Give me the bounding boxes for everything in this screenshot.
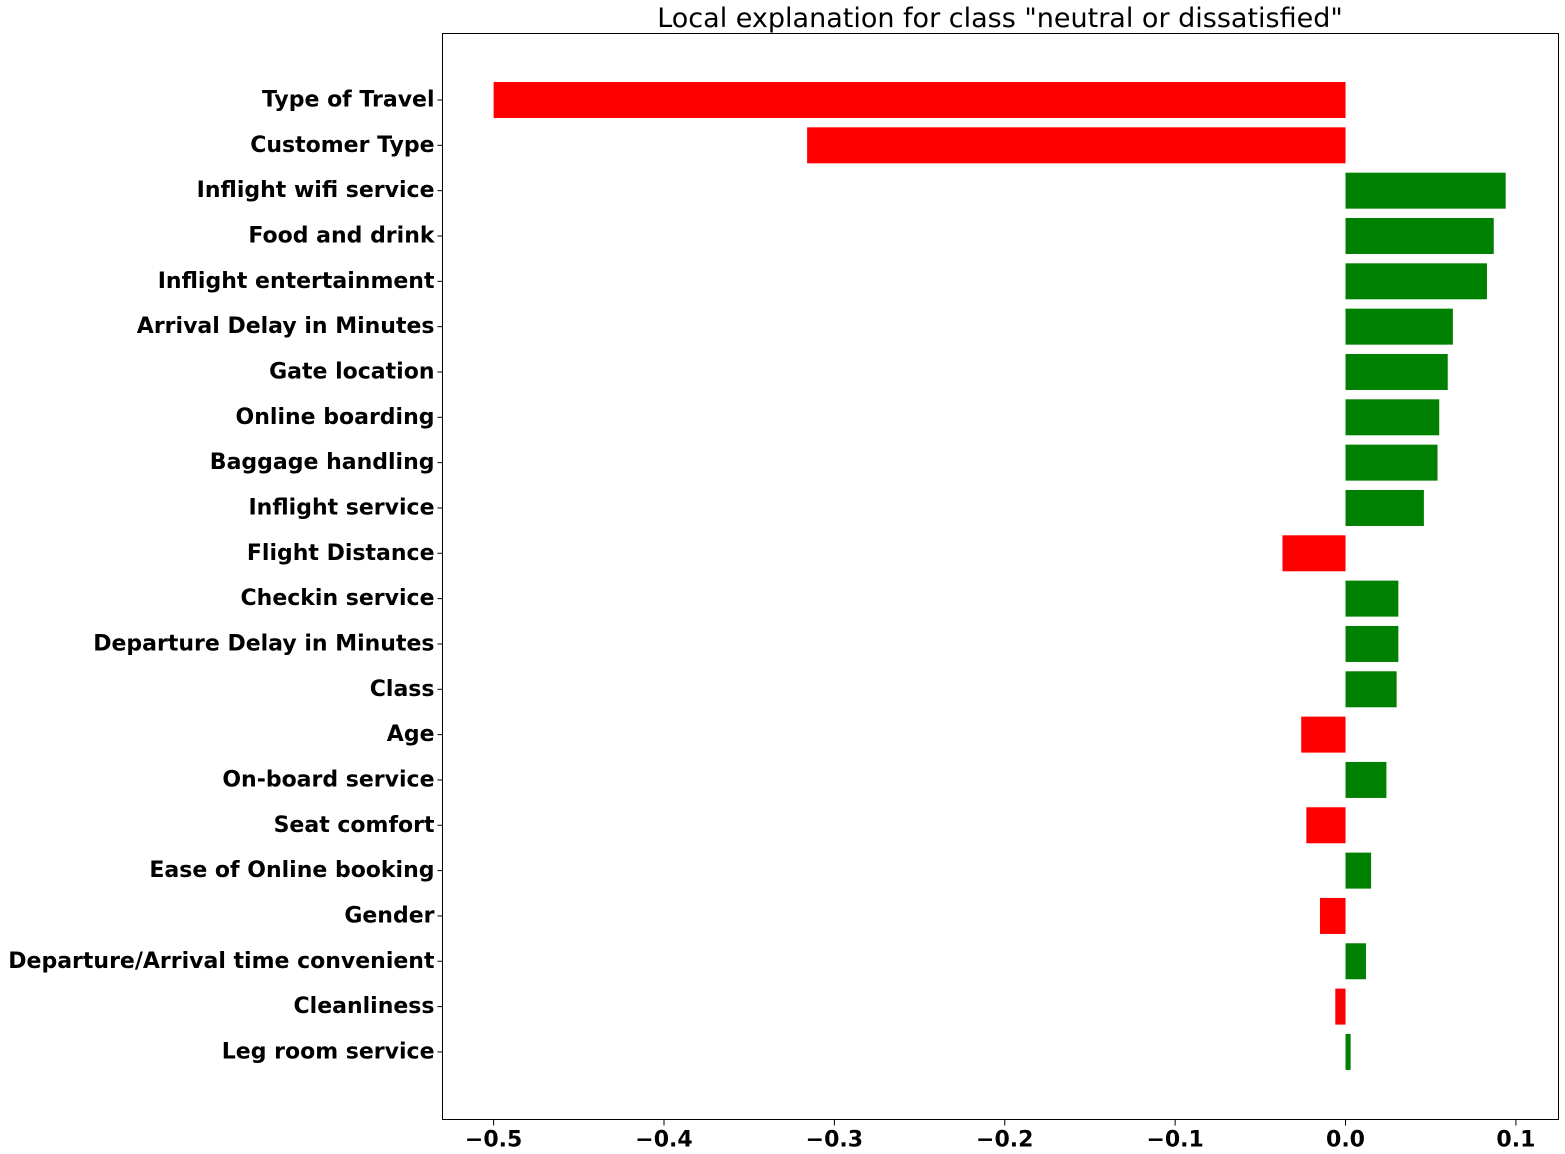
category-label: Customer Type <box>250 133 434 158</box>
category-label: Ease of Online booking <box>149 858 434 883</box>
x-tick-label: −0.5 <box>465 1128 522 1153</box>
category-label: Gender <box>344 903 434 928</box>
bars-group <box>493 82 1506 1070</box>
x-tick-label: 0.1 <box>1496 1128 1535 1153</box>
x-tick-label: −0.2 <box>976 1128 1033 1153</box>
category-label: Leg room service <box>222 1039 435 1064</box>
category-label: Seat comfort <box>274 813 435 838</box>
category-label: Flight Distance <box>247 541 435 566</box>
category-label: Inflight wifi service <box>197 178 435 203</box>
bar <box>1345 399 1440 436</box>
bar <box>1345 852 1372 889</box>
category-label: Type of Travel <box>262 88 435 113</box>
category-label: Inflight entertainment <box>158 269 435 294</box>
category-label: Class <box>370 677 435 702</box>
bar <box>1306 807 1346 844</box>
category-label: Cleanliness <box>294 994 435 1019</box>
bar <box>1345 580 1399 617</box>
category-label: Baggage handling <box>210 450 435 475</box>
category-label: Age <box>387 722 435 747</box>
chart-title: Local explanation for class "neutral or … <box>657 3 1343 34</box>
bar <box>1345 308 1453 345</box>
bar <box>1345 671 1397 708</box>
bar <box>1345 1033 1351 1070</box>
bar <box>807 127 1346 164</box>
bar <box>1282 535 1346 572</box>
bar <box>1345 625 1399 662</box>
category-label: Checkin service <box>241 586 435 611</box>
x-tick-label: 0.0 <box>1326 1128 1365 1153</box>
x-tick-label: −0.3 <box>806 1128 863 1153</box>
bar <box>1345 943 1366 980</box>
bar <box>1319 897 1346 934</box>
category-label: Arrival Delay in Minutes <box>137 314 435 339</box>
x-tick-label: −0.4 <box>635 1128 692 1153</box>
category-label: On-board service <box>222 767 434 792</box>
x-axis-ticks: −0.5 −0.4 −0.3 −0.2 −0.1 0.0 0.1 <box>465 1119 1535 1153</box>
bar <box>1345 172 1506 209</box>
bar <box>1345 217 1494 254</box>
category-label: Gate location <box>269 359 434 384</box>
category-label: Departure Delay in Minutes <box>93 631 434 656</box>
bar <box>1335 988 1346 1025</box>
category-label: Food and drink <box>248 223 435 248</box>
bar <box>493 82 1346 118</box>
bar <box>1345 761 1387 798</box>
bar <box>1301 716 1346 753</box>
category-labels: Type of Travel Customer Type Inflight wifi… <box>8 88 443 1064</box>
bar <box>1345 353 1448 390</box>
category-label: Departure/Arrival time convenient <box>8 949 435 974</box>
x-tick-label: −0.1 <box>1146 1128 1203 1153</box>
category-label: Inflight service <box>249 495 435 520</box>
bar <box>1345 489 1424 526</box>
bar <box>1345 263 1487 300</box>
bar <box>1345 444 1438 481</box>
axes-frame <box>442 33 1559 1120</box>
category-label: Online boarding <box>236 405 435 430</box>
